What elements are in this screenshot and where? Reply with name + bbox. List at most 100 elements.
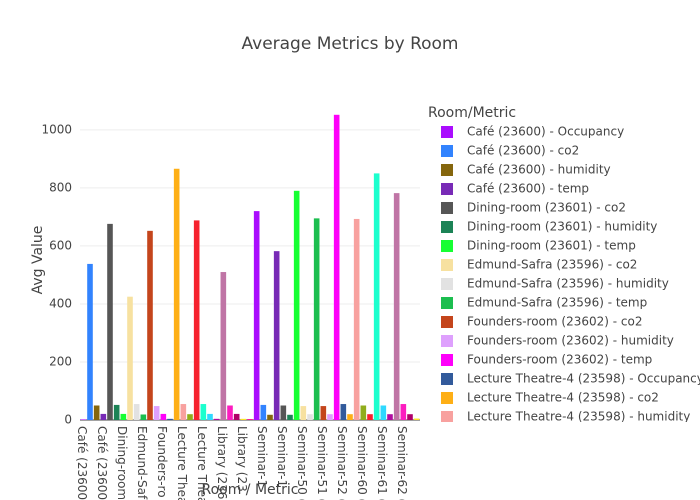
bar (180, 404, 187, 420)
bars (80, 114, 420, 420)
y-tick-label: 400 (49, 296, 72, 310)
x-tick-label: Café (23600) (75, 426, 89, 500)
bar (193, 220, 200, 420)
bar (380, 405, 387, 420)
bar (340, 404, 347, 420)
bar (187, 414, 193, 420)
bar (160, 413, 167, 420)
bar (227, 405, 233, 420)
bar (100, 413, 107, 420)
bar (173, 168, 180, 420)
bar (113, 404, 120, 420)
x-tick-label: Seminar-52 ( (335, 426, 349, 500)
legend-swatch (441, 392, 453, 404)
bar (353, 218, 360, 420)
bar (333, 114, 340, 420)
legend-swatch (441, 354, 453, 366)
bar (213, 418, 220, 420)
bar (387, 414, 393, 420)
x-tick-label: Seminar-60 ( (355, 426, 369, 500)
x-tick-label: Dining-room (115, 426, 129, 500)
bar (247, 419, 253, 420)
y-tick-label: 600 (49, 238, 72, 252)
bar (400, 404, 407, 420)
legend-swatch (441, 373, 453, 385)
x-tick-label: Library (23 (235, 426, 249, 492)
bar (147, 230, 153, 420)
y-tick-label: 0 (64, 413, 72, 427)
x-tick-label: Library (236 (215, 426, 229, 499)
bar (287, 414, 293, 420)
bar (367, 414, 373, 420)
legend-label: Edmund-Safra (23596) - humidity (467, 277, 669, 291)
x-tick-label: Café (23600) (95, 426, 109, 500)
legend-label: Dining-room (23601) - temp (467, 239, 636, 253)
legend-label: Lecture Theatre-4 (23598) - humidity (467, 410, 690, 424)
bar (80, 419, 87, 420)
legend-swatch (441, 297, 453, 309)
legend-swatch (441, 335, 453, 347)
legend-swatch (441, 411, 453, 422)
grid: 0 200 400 600 800 1000 (41, 122, 420, 427)
x-tick-label: Lecture Thea (195, 426, 209, 500)
bar (273, 251, 280, 420)
legend-swatch (441, 202, 453, 214)
bar (253, 211, 260, 420)
bar (133, 404, 140, 420)
chart-title: Average Metrics by Room (242, 34, 459, 54)
x-tick-label: Seminar-51 ( (315, 426, 329, 500)
bar (167, 418, 173, 420)
legend-label: Café (23600) - temp (467, 182, 589, 196)
bar (140, 414, 147, 420)
legend-swatch (441, 278, 453, 290)
x-axis-title: Room / Metric (201, 482, 298, 498)
legend-label: Founders-room (23602) - co2 (467, 315, 642, 329)
bar (153, 406, 160, 420)
x-tick-labels: Café (23600) Café (23600) Dining-room Edmun… (75, 426, 409, 500)
legend-swatch (441, 164, 453, 176)
legend-swatch (441, 183, 453, 195)
bar (407, 414, 413, 420)
legend-label: Founders-room (23602) - humidity (467, 334, 674, 348)
bar (347, 414, 353, 420)
legend-label: Lecture Theatre-4 (23598) - Occupancy (467, 372, 700, 386)
legend-label: Edmund-Safra (23596) - co2 (467, 258, 637, 272)
x-tick-label: Seminar-50 ( (295, 426, 309, 500)
legend-label: Dining-room (23601) - co2 (467, 201, 626, 215)
legend-swatch (441, 316, 453, 328)
x-tick-label: Edmund-Safr (135, 426, 149, 500)
x-tick-label: Founders-ro (155, 426, 169, 498)
bar (120, 413, 127, 420)
bar (220, 272, 227, 420)
bar (240, 418, 247, 420)
bar (260, 404, 267, 420)
bar (280, 405, 287, 420)
bar (87, 263, 93, 420)
bar (313, 218, 320, 420)
x-tick-label: Seminar-1 (275, 426, 289, 487)
legend-swatch (441, 240, 453, 252)
y-tick-label: 1000 (41, 122, 72, 136)
legend-label: Café (23600) - co2 (467, 144, 579, 158)
x-tick-label: Seminar-61 ( (375, 426, 389, 500)
y-axis-title: Avg Value (30, 226, 46, 295)
y-tick-label: 200 (49, 354, 72, 368)
legend-label: Founders-room (23602) - temp (467, 353, 652, 367)
bar (93, 405, 100, 420)
bar (267, 414, 273, 420)
bar (300, 406, 307, 420)
legend-label: Café (23600) - humidity (467, 163, 611, 177)
bar (307, 414, 313, 420)
bar (327, 414, 333, 420)
bar (320, 406, 327, 420)
legend-swatch (441, 259, 453, 271)
x-tick-label: Lecture Thea (175, 426, 189, 500)
legend: Café (23600) - Occupancy Café (23600) - c… (441, 125, 700, 424)
legend-label: Dining-room (23601) - humidity (467, 220, 657, 234)
legend-swatch (441, 145, 453, 157)
bar (293, 190, 300, 420)
bar (207, 413, 213, 420)
legend-swatch (441, 221, 453, 233)
legend-swatch (441, 126, 453, 138)
bar (360, 405, 367, 420)
